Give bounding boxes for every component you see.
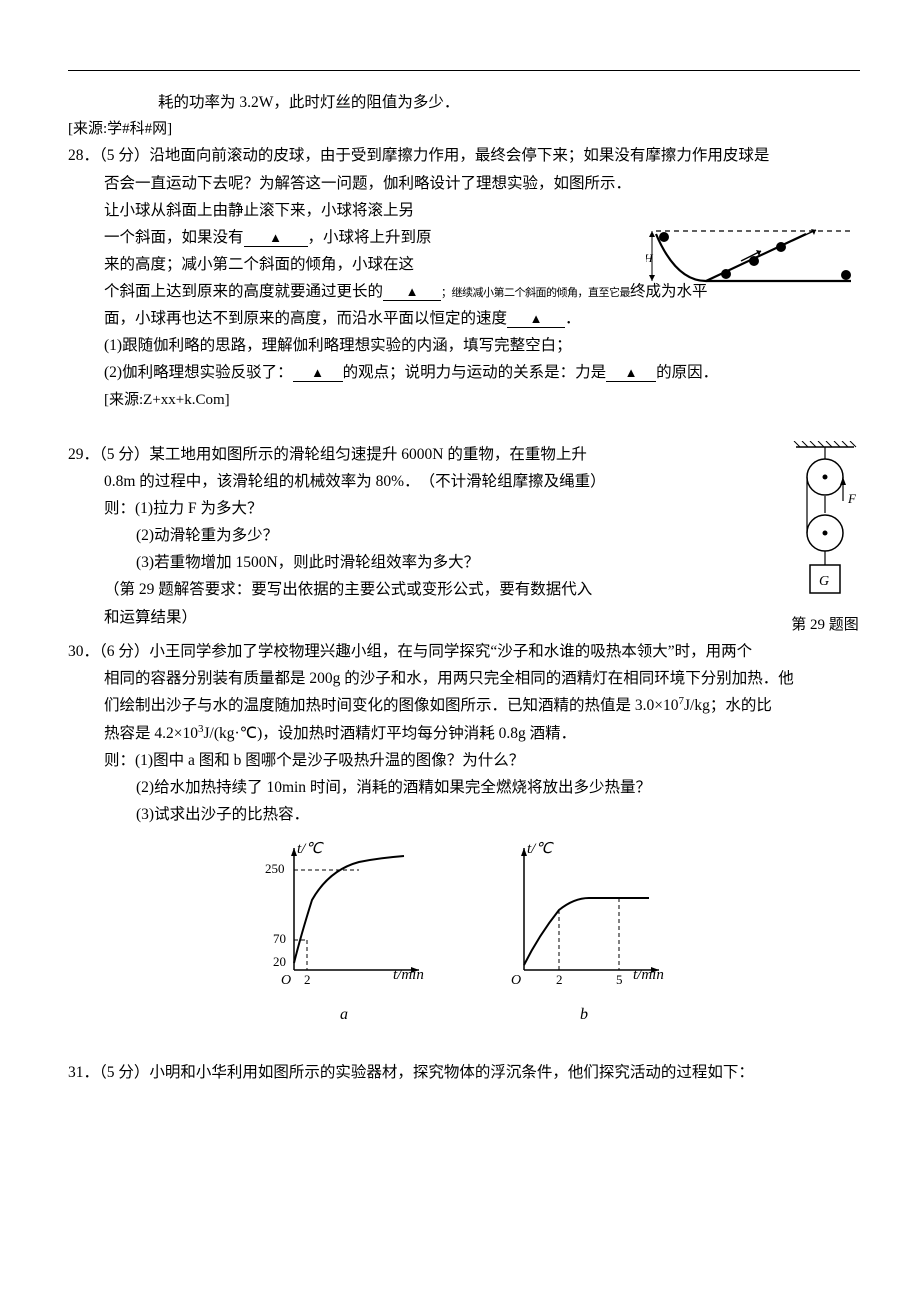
q29-note1: （第 29 题解答要求：要写出依据的主要公式或变形公式，要有数据代入 [104, 576, 860, 603]
q29-points: （5 分） [99, 446, 149, 463]
q28-line1: 28．（5 分）沿地面向前滚动的皮球，由于受到摩擦力作用，最终会停下来；如果没有… [68, 142, 860, 169]
source-note-b: [来源:Z+xx+k.Com] [104, 387, 860, 413]
q28-l2: 否会一直运动下去呢？为解答这一问题，伽利略设计了理想实验，如图所示． [104, 170, 860, 197]
chart-b-xlabel: t/min [633, 962, 664, 988]
question-30: 30．（6 分）小王同学参加了学校物理兴趣小组，在与同学探究“沙子和水谁的吸热本… [68, 638, 860, 1029]
q29-line1: 29．（5 分）某工地用如图所示的滑轮组匀速提升 6000N 的重物，在重物上升 [68, 441, 860, 468]
chart-a-ylabel: t/℃ [297, 836, 322, 862]
q29-figure-wrap: F G 第 29 题图 [790, 441, 860, 638]
q29-l1a: 某工地用如图所示的滑轮组匀速提升 6000N 的重物，在重物上升 [149, 446, 586, 463]
q30-p2: (2)给水加热持续了 10min 时间，消耗的酒精如果完全燃烧将放出多少热量？ [136, 774, 860, 801]
top-rule [68, 70, 860, 71]
q28-l5: 来的高度；减小第二个斜面的倾角，小球在这 [104, 251, 508, 278]
q30-chart-b: O 2 5 t/℃ t/min b [499, 840, 669, 1029]
q28-blank1: ▲ [244, 230, 308, 247]
svg-text:O: O [511, 973, 521, 988]
q28-number: 28． [68, 147, 99, 164]
q31-line1: 31．（5 分）小明和小华利用如图所示的实验器材，探究物体的浮沉条件，他们探究活… [68, 1059, 860, 1086]
q28-blank5: ▲ [606, 365, 656, 382]
q30-p1: 则：(1)图中 a 图和 b 图哪个是沙子吸热升温的图像？为什么？ [104, 747, 860, 774]
svg-text:G: G [819, 574, 829, 589]
q30-l3a: 们绘制出沙子与水的温度随加热时间变化的图像如图所示．已知酒精的热值是 3.0×1… [104, 698, 679, 715]
q28-points: （5 分） [99, 147, 149, 164]
q28-p2c: 的原因． [656, 364, 718, 381]
question-31: 31．（5 分）小明和小华利用如图所示的实验器材，探究物体的浮沉条件，他们探究活… [68, 1059, 860, 1086]
q29-p1: 则：(1)拉力 F 为多大？ [104, 495, 860, 522]
svg-text:O: O [281, 973, 291, 988]
q31-points: （5 分） [99, 1064, 149, 1081]
q30-chart-a: 250 70 20 O 2 t/℃ t/min a [259, 840, 429, 1029]
q28-p1: (1)跟随伽利略的思路，理解伽利略理想实验的内涵，填写完整空白； [104, 332, 860, 359]
q28-l3: 让小球从斜面上由静止滚下来，小球将滚上另 [104, 197, 508, 224]
q30-figures: 250 70 20 O 2 t/℃ t/min a O 2 5 [68, 840, 860, 1029]
q28-l4: 一个斜面，如果没有▲，小球将上升到原 [104, 224, 508, 251]
svg-text:2: 2 [556, 972, 563, 987]
chart-b-letter: b [499, 1001, 669, 1029]
q28-l1: 沿地面向前滚动的皮球，由于受到摩擦力作用，最终会停下来；如果没有摩擦力作用皮球是 [149, 147, 769, 164]
q29-note2: 和运算结果） [104, 604, 860, 631]
q30-line1: 30．（6 分）小王同学参加了学校物理兴趣小组，在与同学探究“沙子和水谁的吸热本… [68, 638, 860, 665]
q28-p2: (2)伽利略理想实验反驳了：▲的观点；说明力与运动的关系是：力是▲的原因． [104, 359, 860, 386]
q28-l7a: 面，小球再也达不到原来的高度，而沿水平面以恒定的速度 [104, 310, 507, 327]
q28-p2a: (2)伽利略理想实验反驳了： [104, 364, 293, 381]
chart-b-ylabel: t/℃ [527, 836, 552, 862]
q28-l6: 个斜面上达到原来的高度就要通过更长的▲；继续减小第二个斜面的倾角，直至它最终成为… [104, 278, 860, 305]
fragment-prev-question: 耗的功率为 3.2W，此时灯丝的阻值为多少． [158, 89, 860, 116]
q29-figure: F G [790, 441, 860, 601]
q28-l7b: ． [565, 310, 581, 327]
source-note-a: [来源:学#科#网] [68, 116, 860, 142]
q29-caption: 第 29 题图 [790, 612, 860, 638]
q28-l7: 面，小球再也达不到原来的高度，而沿水平面以恒定的速度▲． [104, 305, 860, 332]
chart-a-letter: a [259, 1001, 429, 1029]
q29-number: 29． [68, 446, 99, 463]
q30-l4: 热容是 4.2×103J/(kg·℃)，设加热时酒精灯平均每分钟消耗 0.8g … [104, 720, 860, 747]
chart-a-xlabel: t/min [393, 962, 424, 988]
q30-p3: (3)试求出沙子的比热容． [136, 801, 860, 828]
q28-blank2: ▲ [383, 284, 441, 301]
q28-blank4: ▲ [293, 365, 343, 382]
q28-blank3: ▲ [507, 311, 565, 328]
svg-text:20: 20 [273, 954, 286, 969]
svg-text:70: 70 [273, 931, 286, 946]
q28-l4b: ，小球将上升到原 [308, 229, 432, 246]
question-28: 28．（5 分）沿地面向前滚动的皮球，由于受到摩擦力作用，最终会停下来；如果没有… [68, 142, 860, 412]
q30-number: 30． [68, 643, 99, 660]
q29-l2: 0.8m 的过程中，该滑轮组的机械效率为 80%． （不计滑轮组摩擦及绳重） [104, 468, 860, 495]
q30-l4a: 热容是 4.2×10 [104, 725, 198, 742]
q30-l2: 相同的容器分别装有质量都是 200g 的沙子和水，用两只完全相同的酒精灯在相同环… [104, 665, 860, 692]
q28-p2b: 的观点；说明力与运动的关系是：力是 [343, 364, 607, 381]
svg-text:5: 5 [616, 972, 623, 987]
q28-overflow-text: ；继续减小第二个斜面的倾角，直至它最 [441, 287, 630, 299]
question-29: F G 第 29 题图 29．（5 分）某工地用如图所示的滑轮组匀速提升 600… [68, 441, 860, 638]
svg-text:F: F [847, 491, 857, 506]
q31-l1: 小明和小华利用如图所示的实验器材，探究物体的浮沉条件，他们探究活动的过程如下： [149, 1064, 754, 1081]
q29-p2: (2)动滑轮重为多少？ [136, 522, 860, 549]
svg-text:2: 2 [304, 972, 311, 987]
svg-text:250: 250 [265, 861, 285, 876]
q30-points: （6 分） [99, 643, 149, 660]
q30-l3: 们绘制出沙子与水的温度随加热时间变化的图像如图所示．已知酒精的热值是 3.0×1… [104, 692, 860, 719]
q28-l6a: 个斜面上达到原来的高度就要通过更长的 [104, 283, 383, 300]
q29-p3: (3)若重物增加 1500N，则此时滑轮组效率为多大？ [136, 549, 860, 576]
q30-l3b: J/kg；水的比 [684, 698, 772, 715]
q28-l4a: 一个斜面，如果没有 [104, 229, 244, 246]
q28-l6b: 终成为水平 [630, 283, 708, 300]
q31-number: 31． [68, 1064, 99, 1081]
q30-l4b: J/(kg·℃)，设加热时酒精灯平均每分钟消耗 0.8g 酒精． [204, 725, 577, 742]
svg-text:H: H [646, 251, 654, 265]
q30-l1: 小王同学参加了学校物理兴趣小组，在与同学探究“沙子和水谁的吸热本领大”时，用两个 [149, 643, 752, 660]
